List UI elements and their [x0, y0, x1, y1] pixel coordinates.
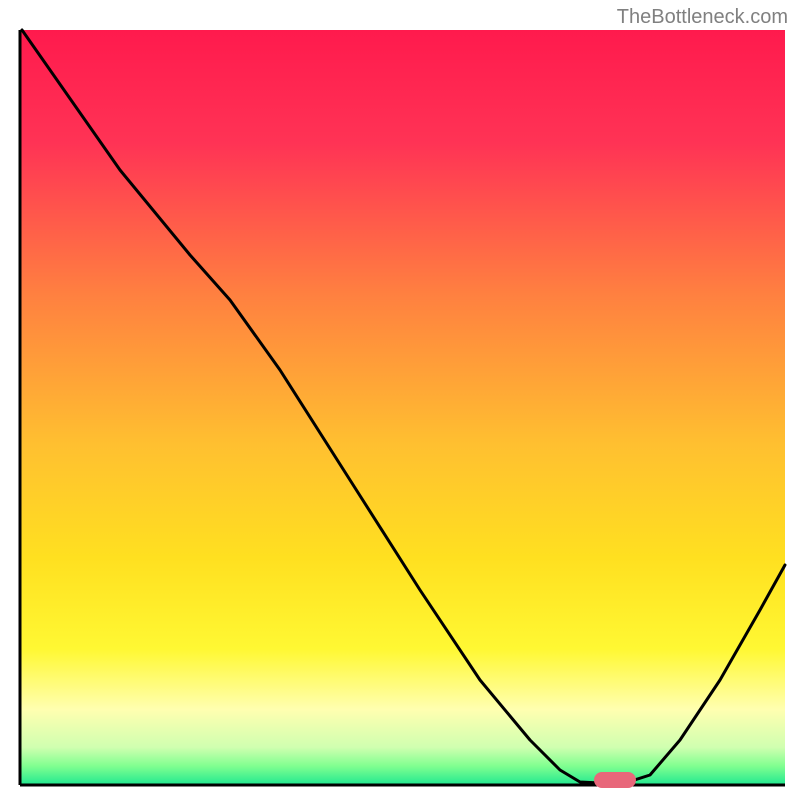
bottleneck-chart — [0, 0, 800, 800]
chart-svg — [0, 0, 800, 800]
plot-background — [20, 30, 785, 785]
optimal-marker — [594, 772, 636, 788]
watermark-text: TheBottleneck.com — [617, 6, 788, 29]
